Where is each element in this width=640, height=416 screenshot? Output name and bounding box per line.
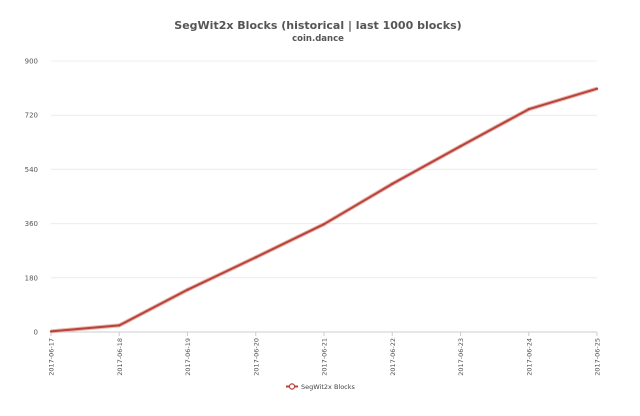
series-line[interactable] <box>50 87 598 333</box>
x-tick-label: 2017-06-17 <box>48 338 56 376</box>
y-tick-label: 900 <box>25 58 38 66</box>
y-tick-label: 360 <box>25 220 38 228</box>
y-tick-label: 720 <box>25 112 38 120</box>
y-tick-label: 540 <box>25 166 38 174</box>
legend-label: SegWit2x Blocks <box>301 383 356 391</box>
x-tick-label: 2017-06-23 <box>457 338 465 376</box>
legend-marker <box>288 383 296 390</box>
x-tick-label: 2017-06-25 <box>594 338 602 376</box>
data-point[interactable] <box>118 324 121 327</box>
data-point[interactable] <box>595 87 599 90</box>
x-tick-label: 2017-06-21 <box>321 338 329 376</box>
y-tick-label: 180 <box>25 274 38 282</box>
chart-subtitle: coin.dance <box>292 34 344 44</box>
series-line-shadow <box>50 86 598 334</box>
chart-title: SegWit2x Blocks (historical | last 1000 … <box>174 19 461 32</box>
x-axis: 2017-06-17 2017-06-18 2017-06-19 2017-06-20… <box>48 332 602 376</box>
data-point[interactable] <box>186 288 189 292</box>
data-point[interactable] <box>527 107 530 111</box>
grid <box>51 60 597 333</box>
x-tick-label: 2017-06-18 <box>116 338 124 376</box>
legend[interactable]: SegWit2x Blocks <box>286 383 356 391</box>
x-tick-label: 2017-06-24 <box>525 338 533 376</box>
data-point[interactable] <box>322 223 326 226</box>
series-layer <box>49 86 599 334</box>
x-tick-label: 2017-06-19 <box>184 338 192 376</box>
y-axis: 0 180 360 540 720 900 <box>25 58 38 337</box>
y-tick-label: 0 <box>34 329 38 337</box>
data-point[interactable] <box>49 330 53 333</box>
data-point[interactable] <box>254 256 257 259</box>
data-point[interactable] <box>459 145 462 148</box>
data-point[interactable] <box>391 182 394 186</box>
x-tick-label: 2017-06-20 <box>252 338 260 376</box>
x-tick-label: 2017-06-22 <box>389 338 397 376</box>
